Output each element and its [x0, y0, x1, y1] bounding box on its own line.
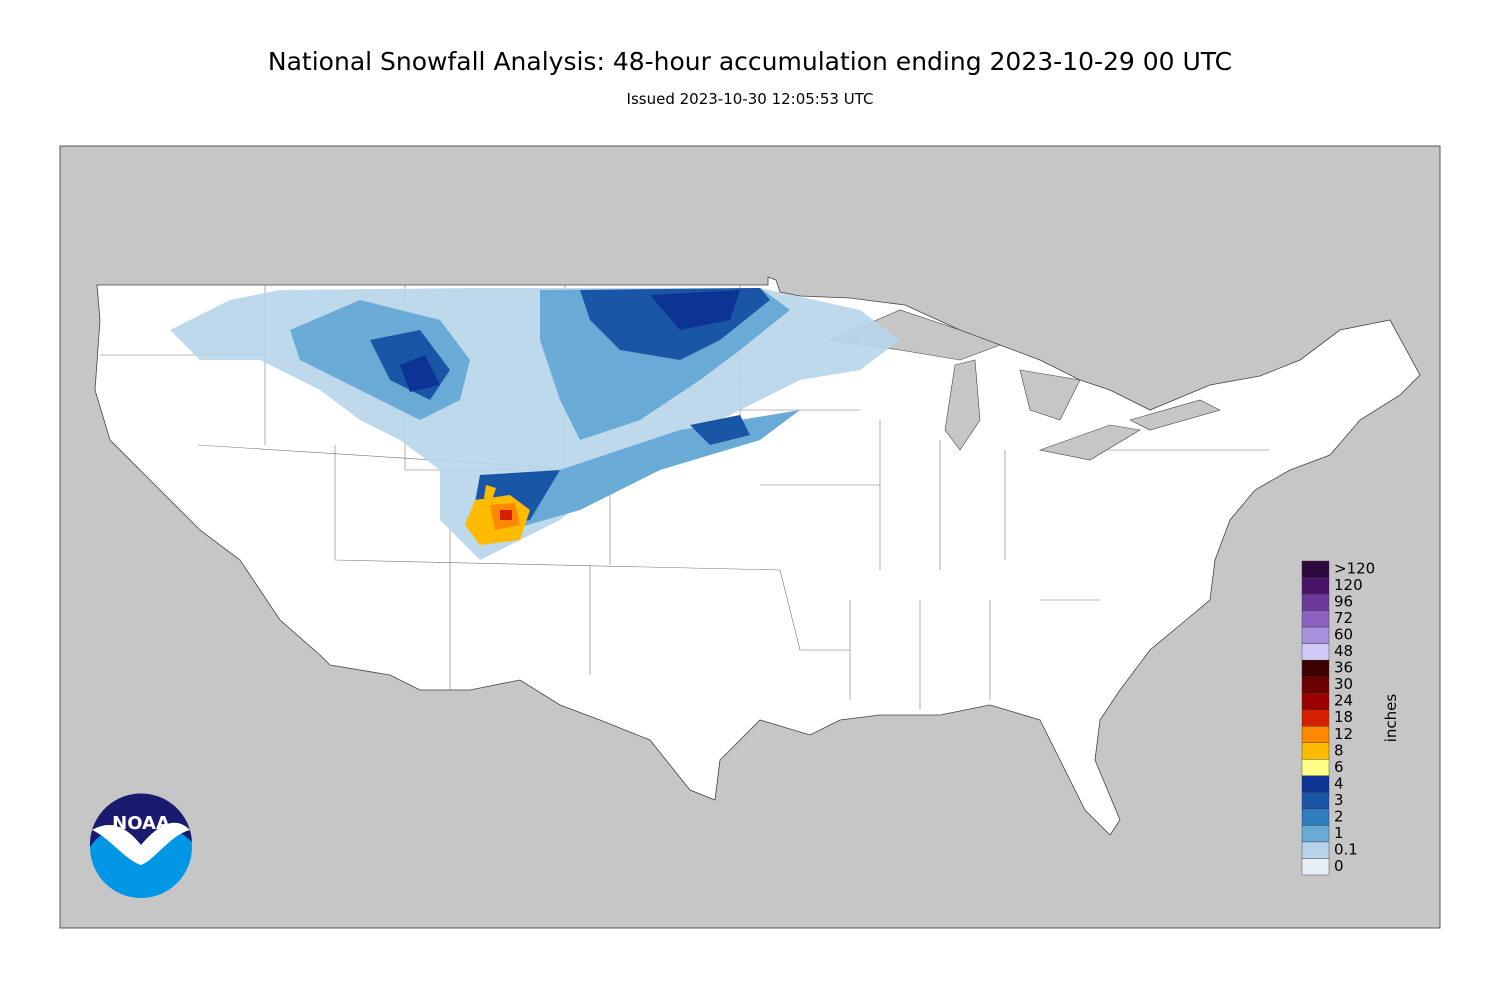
legend-label: 36	[1334, 659, 1353, 677]
legend-label: 48	[1334, 642, 1353, 660]
legend-label: 6	[1334, 758, 1344, 776]
legend-label: 60	[1334, 626, 1353, 644]
legend-swatch	[1301, 742, 1330, 760]
legend-swatch	[1301, 577, 1330, 595]
legend-label: 30	[1334, 675, 1353, 693]
legend-unit: inches	[1382, 694, 1400, 743]
legend-label: 4	[1334, 774, 1344, 792]
logo-text: NOAA	[112, 813, 170, 834]
map-frame	[59, 145, 1441, 929]
legend-label: 0.1	[1334, 840, 1358, 858]
legend-label: 2	[1334, 807, 1344, 825]
legend-label: 8	[1334, 741, 1344, 759]
legend-swatch	[1301, 841, 1330, 859]
legend-swatch	[1301, 676, 1330, 694]
legend-swatch	[1301, 610, 1330, 628]
legend-swatch	[1301, 858, 1330, 876]
legend-label: 120	[1334, 576, 1363, 594]
legend-swatch	[1301, 709, 1330, 727]
legend-label: >120	[1334, 560, 1375, 578]
legend-label: 0	[1334, 857, 1344, 875]
legend-label: 96	[1334, 593, 1353, 611]
legend-label: 18	[1334, 708, 1353, 726]
legend-swatch	[1301, 593, 1330, 611]
legend-swatch	[1301, 775, 1330, 793]
map-subtitle: Issued 2023-10-30 12:05:53 UTC	[627, 90, 874, 108]
map-title: National Snowfall Analysis: 48-hour accu…	[268, 47, 1232, 76]
legend-swatch	[1301, 759, 1330, 777]
snowfall-shading	[170, 288, 900, 560]
legend-swatch	[1301, 792, 1330, 810]
legend-swatch	[1301, 659, 1330, 677]
legend-swatch	[1301, 693, 1330, 710]
legend-swatch	[1301, 825, 1330, 843]
noaa-logo: NOAA	[89, 793, 192, 898]
legend-label: 1	[1334, 824, 1344, 842]
legend-swatch	[1301, 643, 1330, 661]
legend-swatch	[1301, 808, 1330, 826]
legend-label: 3	[1334, 791, 1344, 809]
legend-label: 72	[1334, 609, 1353, 627]
legend-swatch	[1301, 626, 1330, 644]
legend-label: 12	[1334, 725, 1353, 743]
legend-swatch	[1301, 726, 1330, 743]
legend-swatch	[1301, 560, 1330, 578]
legend-label: 24	[1334, 692, 1353, 710]
